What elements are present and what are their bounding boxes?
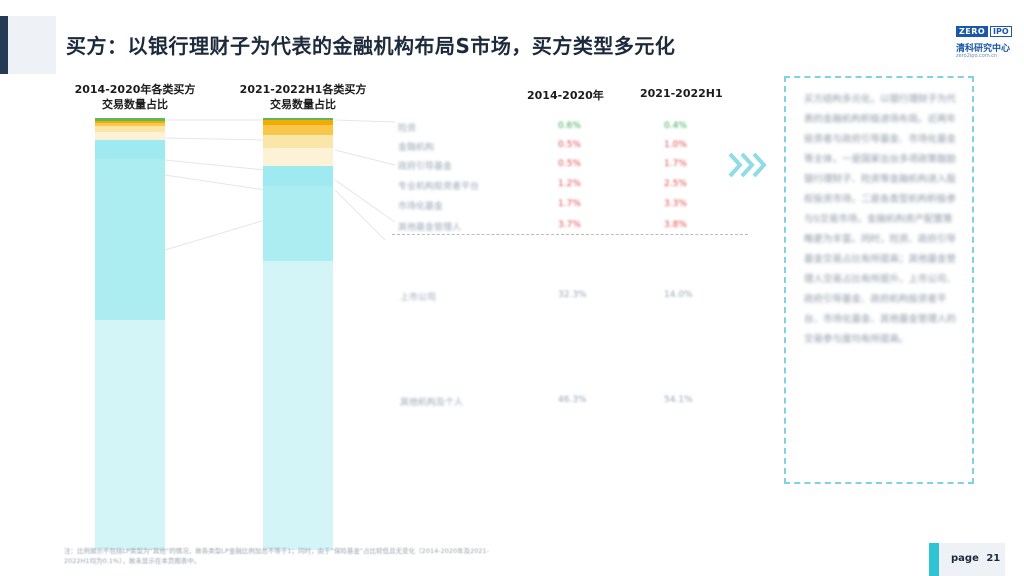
bar-segment bbox=[263, 165, 333, 186]
page-number-box bbox=[939, 543, 1005, 576]
table-row-label: 险资 bbox=[398, 124, 417, 134]
brand-logo: ZERO IPO 清科研究中心 zero2ipo.com.cn bbox=[954, 26, 1014, 62]
bar-segment bbox=[95, 118, 165, 121]
bar-2014-2020 bbox=[95, 118, 165, 550]
chevron-right-icon bbox=[728, 152, 767, 178]
page-number-value: 21 bbox=[986, 553, 1001, 564]
table-cell-2021-2022h1: 1.7% bbox=[664, 159, 687, 169]
bar-segment bbox=[263, 118, 333, 121]
bar-segment bbox=[263, 260, 333, 550]
connector-line bbox=[334, 149, 396, 166]
logo-brand-suffix: IPO bbox=[990, 26, 1012, 37]
table-row-label: 其他基金管理人 bbox=[398, 223, 462, 233]
table-cell-2014-2020: 0.5% bbox=[558, 159, 581, 169]
connector-line bbox=[164, 219, 266, 251]
bar-segment bbox=[263, 185, 333, 261]
page-title: 买方：以银行理财子为代表的金融机构布局S市场，买方类型多元化 bbox=[66, 34, 676, 58]
table-cell-2021-2022h1: 2.5% bbox=[664, 179, 687, 189]
bar-segment bbox=[263, 134, 333, 148]
bar-2021-2022h1 bbox=[263, 118, 333, 550]
table-cell-2014-2020: 1.7% bbox=[558, 199, 581, 209]
table-row-label: 其他机构及个人 bbox=[400, 398, 464, 408]
table-row-label: 金融机构 bbox=[398, 143, 435, 153]
table-divider bbox=[392, 234, 748, 235]
table-cell-2014-2020: 32.3% bbox=[558, 290, 587, 300]
bar-segment bbox=[95, 140, 165, 159]
logo-url: zero2ipo.com.cn bbox=[956, 53, 998, 59]
connector-line bbox=[334, 119, 396, 123]
page-number: page 21 bbox=[951, 553, 1000, 564]
table-cell-2014-2020: 46.3% bbox=[558, 395, 587, 405]
table-row-label: 市场化基金 bbox=[398, 202, 444, 212]
bar-segment bbox=[263, 120, 333, 126]
chart-right-header-line1: 2021-2022H1各类买方 bbox=[239, 83, 367, 96]
chart-left-header-line1: 2014-2020年各类买方 bbox=[74, 83, 196, 96]
header-accent-bar bbox=[0, 16, 8, 74]
table-cell-2014-2020: 3.7% bbox=[558, 220, 581, 230]
connector-line bbox=[334, 189, 386, 241]
connector-line bbox=[164, 174, 266, 191]
bar-segment bbox=[263, 147, 333, 166]
table-row-label: 政府引导基金 bbox=[398, 162, 453, 172]
footnote: 注：比例展示不包括LP类型为“其他”的情况，故各类型LP金融比例加总不等于1；同… bbox=[64, 547, 490, 565]
logo-name: 清科研究中心 bbox=[956, 44, 1011, 54]
bar-segment bbox=[95, 158, 165, 320]
commentary-text: 买方结构多元化，以银行理财子为代表的金融机构积极进场布局。近两年投资者与政府引导… bbox=[804, 94, 957, 345]
chart-left-header-line2: 交易数量占比 bbox=[102, 98, 168, 111]
chart-left-header: 2014-2020年各类买方 交易数量占比 bbox=[60, 82, 210, 112]
connector-line bbox=[164, 137, 266, 141]
bar-segment bbox=[95, 123, 165, 126]
table-cell-2021-2022h1: 3.8% bbox=[664, 220, 687, 230]
chart-right-header: 2021-2022H1各类买方 交易数量占比 bbox=[228, 82, 378, 112]
table-cell-2021-2022h1: 3.3% bbox=[664, 199, 687, 209]
chart-right-header-line2: 交易数量占比 bbox=[270, 98, 336, 111]
table-cell-2021-2022h1: 0.4% bbox=[664, 121, 687, 131]
bar-segment bbox=[95, 319, 165, 550]
page-label: page bbox=[951, 553, 979, 564]
table-cell-2021-2022h1: 54.1% bbox=[664, 395, 693, 405]
table-cell-2014-2020: 1.2% bbox=[558, 179, 581, 189]
table-col-header-2021-2022h1: 2021-2022H1 bbox=[640, 87, 723, 100]
table-cell-2021-2022h1: 1.0% bbox=[664, 140, 687, 150]
page-accent bbox=[929, 543, 939, 576]
table-cell-2014-2020: 0.6% bbox=[558, 121, 581, 131]
logo-brand: ZERO bbox=[956, 26, 989, 37]
table-row-label: 上市公司 bbox=[400, 293, 437, 303]
connector-lines bbox=[164, 119, 396, 251]
table-cell-2021-2022h1: 14.0% bbox=[664, 290, 693, 300]
bar-segment bbox=[95, 131, 165, 141]
header-band bbox=[8, 16, 56, 74]
table-row-label: 专业机构投资者平台 bbox=[398, 182, 480, 192]
table-cell-2014-2020: 0.5% bbox=[558, 140, 581, 150]
connector-line bbox=[164, 159, 266, 171]
bar-segment bbox=[95, 125, 165, 132]
connector-line bbox=[334, 179, 396, 223]
bar-segment bbox=[263, 125, 333, 135]
bar-segment bbox=[95, 120, 165, 124]
table-col-header-2014-2020: 2014-2020年 bbox=[527, 89, 604, 102]
commentary-panel: 买方结构多元化，以银行理财子为代表的金融机构积极进场布局。近两年投资者与政府引导… bbox=[784, 76, 974, 484]
